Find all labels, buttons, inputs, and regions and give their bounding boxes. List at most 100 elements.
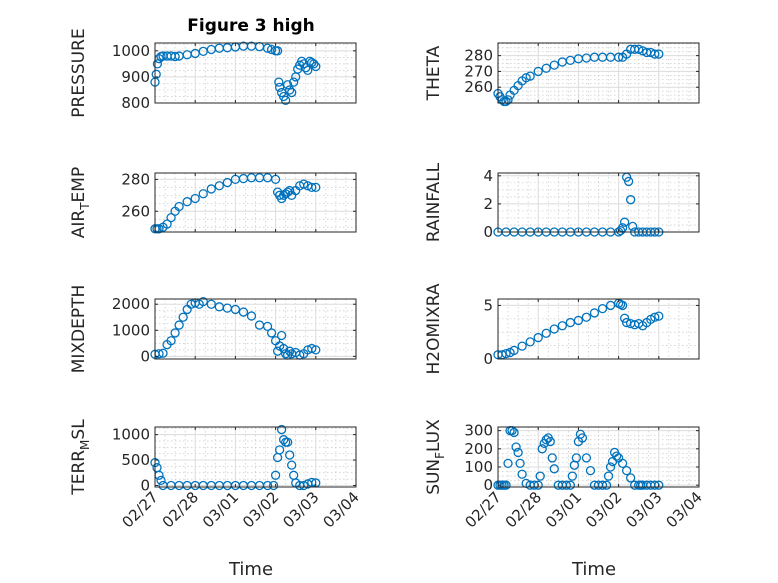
y-axis-label: H2OMIXRA [424,283,444,374]
data-point [309,59,319,69]
data-point [607,456,618,467]
data-point [565,317,576,328]
data-point [517,469,527,479]
y-axis-label: TERRMSL [69,419,92,496]
data-point [222,177,233,188]
data-point [565,480,576,490]
data-point [152,463,162,473]
data-point [158,348,168,358]
data-point [307,182,317,193]
y-tick-label: 2000 [112,295,150,313]
data-point [503,458,513,469]
y-tick-label: 100 [464,458,493,476]
x-tick-label: 03/03 [622,488,665,531]
data-point [190,193,200,204]
data-point [170,328,180,338]
data-point [198,46,208,56]
data-point [301,63,311,73]
panel-1: 800 900 1000 PRESSURE [69,28,357,118]
data-point [567,471,578,481]
panel-4: 0 2 4 RAINFALL [424,162,700,242]
axes-frame [154,298,357,360]
data-point [597,52,608,62]
data-point [254,320,265,330]
data-point [152,59,163,69]
data-point [238,307,249,317]
data-point [285,346,295,356]
data-point [198,189,208,199]
data-point [503,95,513,105]
data-point [557,321,567,331]
data-point [283,437,293,447]
data-point [557,57,567,67]
data-point [268,480,279,491]
data-point [262,173,273,183]
data-point [513,447,523,458]
data-point [311,345,321,355]
data-point [266,328,277,338]
data-point [621,465,632,476]
axes-frame [154,172,357,233]
figure-title: Figure 3 high [187,16,315,36]
data-point [615,225,626,236]
data-point [246,173,257,183]
y-tick-label: 0 [483,350,493,368]
data-point [601,480,612,490]
data-point [206,184,216,194]
axes-frame [497,172,700,233]
data-point [276,424,287,435]
data-point [278,343,289,354]
data-point [299,179,309,189]
data-point [311,182,321,193]
x-tick-label: 02/27 [119,488,162,531]
x-tick-label: 03/01 [199,488,242,531]
x-tick-label: 02/28 [502,488,545,531]
data-point [654,311,664,321]
data-point [549,60,559,70]
data-point [654,49,664,59]
axes-frame [497,42,700,104]
data-point [626,473,636,483]
data-point [573,315,584,326]
y-tick-label: 800 [121,94,150,112]
y-tick-label: 0 [140,347,150,365]
data-point [533,332,543,343]
data-point [535,471,545,481]
y-tick-label: 500 [121,451,150,469]
data-point [515,458,525,469]
x-tick-label: 03/04 [320,488,363,531]
x-tick-label: 02/27 [462,488,505,531]
data-point [307,477,317,488]
data-point [589,52,600,62]
data-point [581,453,592,463]
panel-5: 0 1000 2000 MIXDEPTH [69,285,357,373]
y-tick-label: 1000 [112,321,150,339]
data-point [597,303,608,314]
data-point [541,63,551,73]
data-point [605,462,616,472]
data-point [198,296,208,307]
data-point [628,221,638,232]
axes-frame [154,42,357,104]
data-point [174,320,184,330]
y-tick-label: 1000 [112,42,150,60]
data-point [517,341,527,351]
data-point [501,480,511,490]
data-point [561,480,571,490]
data-point [170,51,180,62]
data-point [166,336,176,346]
x-tick-label: 03/03 [279,488,322,531]
y-tick-label: 900 [121,68,150,86]
data-point [545,436,555,447]
data-point [272,46,283,56]
data-point [206,44,216,55]
y-tick-label: 200 [464,440,493,458]
data-point [617,458,628,469]
data-point [238,173,249,184]
data-point [654,480,664,490]
y-tick-label: 280 [464,47,493,65]
data-point [285,85,295,95]
data-point [650,312,660,322]
x-tick-label: 03/01 [542,488,585,531]
data-point [501,348,511,359]
